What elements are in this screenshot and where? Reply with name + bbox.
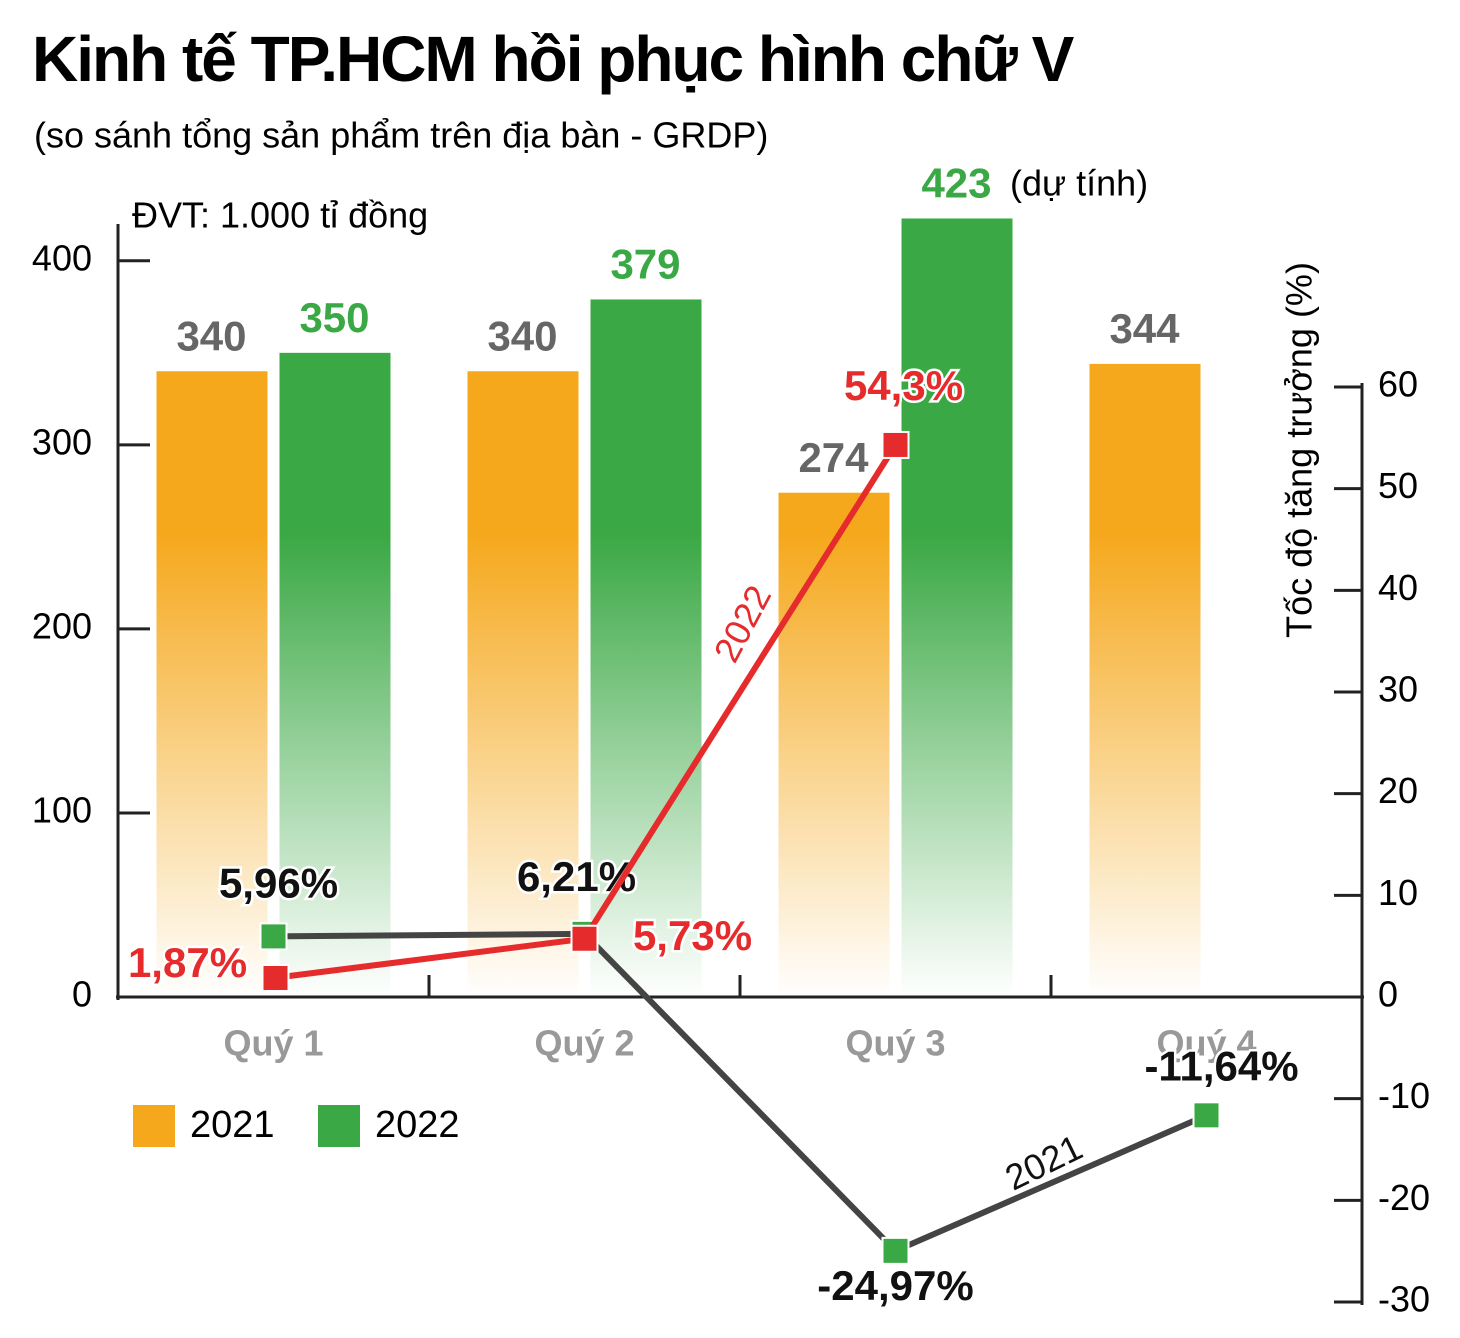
y2-tick-label: -30 <box>1378 1279 1430 1320</box>
line-marker <box>261 963 290 992</box>
line-value-label: 1,87% <box>128 939 247 986</box>
y2-tick-label: -20 <box>1378 1177 1430 1218</box>
bar-value-label: 350 <box>299 294 369 341</box>
y-tick-label: 200 <box>32 605 92 646</box>
y2-tick-label: 20 <box>1378 770 1418 811</box>
line-marker <box>881 1236 910 1265</box>
bar <box>778 492 890 997</box>
y-tick-label: 100 <box>32 789 92 830</box>
x-tick-label: Quý 2 <box>534 1023 634 1064</box>
line-value-label: 5,96% <box>219 860 338 907</box>
y2-axis-title: Tốc độ tăng trưởng (%) <box>1279 262 1320 638</box>
legend-swatch <box>318 1105 360 1147</box>
line-value-label: -11,64% <box>1144 1042 1298 1089</box>
line-marker <box>570 924 599 953</box>
bar-value-label: 340 <box>176 312 246 359</box>
bar <box>901 218 1013 997</box>
y2-tick-label: 10 <box>1378 872 1418 913</box>
line-marker <box>259 922 288 951</box>
bar-value-label: 423 <box>921 160 991 207</box>
y2-tick-label: 40 <box>1378 567 1418 608</box>
bar <box>467 371 579 997</box>
bar <box>1089 363 1201 997</box>
y2-tick-label: -10 <box>1378 1075 1430 1116</box>
legend-label: 2022 <box>375 1104 460 1146</box>
line-marker <box>881 430 910 459</box>
line-value-label: -24,97% <box>817 1262 973 1309</box>
chart-title: Kinh tế TP.HCM hồi phục hình chữ V <box>32 23 1075 95</box>
y2-tick-label: 60 <box>1378 364 1418 405</box>
legend-label: 2021 <box>190 1104 275 1146</box>
bar <box>156 371 268 997</box>
bar-value-label: 344 <box>1109 305 1180 352</box>
line-value-label: 54,3% <box>844 362 963 409</box>
line-value-label: 6,21% <box>517 853 636 900</box>
y2-tick-label: 30 <box>1378 669 1418 710</box>
bar <box>590 299 702 997</box>
bar-value-label: 340 <box>487 312 557 359</box>
line <box>273 930 1208 1255</box>
chart-subtitle: (so sánh tổng sản phẩm trên địa bàn - GR… <box>34 115 768 156</box>
annotation: (dự tính) <box>1010 163 1148 204</box>
y-tick-label: 400 <box>32 237 92 278</box>
bar-value-label: 379 <box>610 241 680 288</box>
x-tick-label: Quý 1 <box>223 1023 323 1064</box>
line-value-label: 5,73% <box>633 912 752 959</box>
unit-label: ĐVT: 1.000 tỉ đồng <box>132 195 428 236</box>
line-marker <box>1192 1101 1221 1130</box>
x-tick-label: Quý 3 <box>845 1023 945 1064</box>
y2-tick-label: 0 <box>1378 974 1398 1015</box>
line-series-label: 2022 <box>705 579 779 669</box>
bar-value-label: 274 <box>798 434 869 481</box>
y-tick-label: 300 <box>32 421 92 462</box>
legend-swatch <box>133 1105 175 1147</box>
bar <box>279 352 391 997</box>
y2-tick-label: 50 <box>1378 465 1418 506</box>
y-tick-label: 0 <box>72 974 92 1015</box>
x-tick-label: Quý 4 <box>1156 1023 1256 1064</box>
